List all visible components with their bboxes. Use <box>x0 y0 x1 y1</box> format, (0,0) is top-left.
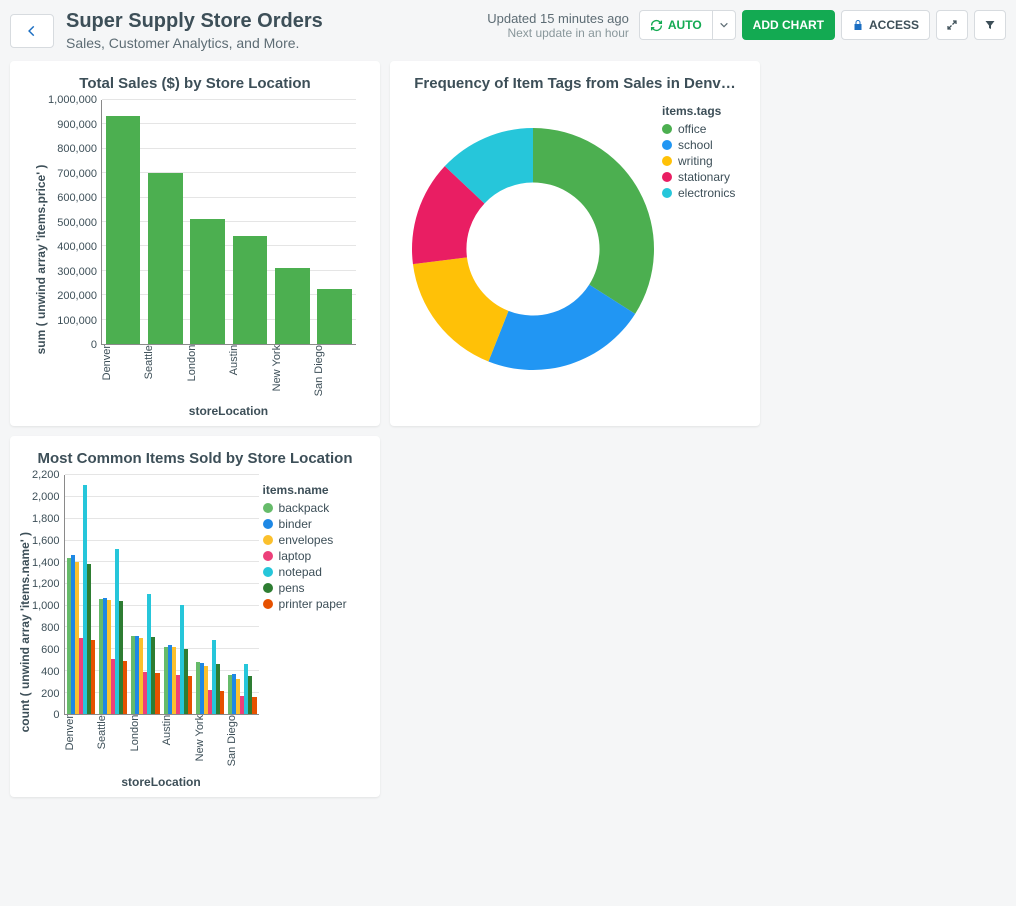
legend-item: envelopes <box>263 533 347 547</box>
bar <box>252 697 256 714</box>
legend-label: notepad <box>279 565 322 579</box>
refresh-icon <box>650 19 663 32</box>
legend-item: notepad <box>263 565 347 579</box>
bar <box>233 236 268 344</box>
auto-label: AUTO <box>668 18 702 32</box>
next-update-label: Next update in an hour <box>487 26 629 40</box>
legend-swatch <box>263 519 273 529</box>
legend-swatch <box>263 551 273 561</box>
donut-chart <box>408 104 658 389</box>
lock-icon <box>852 19 864 31</box>
legend-item: laptop <box>263 549 347 563</box>
expand-icon <box>946 19 958 31</box>
bar <box>148 173 183 345</box>
x-tick: San Diego <box>226 715 259 770</box>
x-tick: New York <box>194 715 227 770</box>
legend-swatch <box>662 188 672 198</box>
legend-title: items.name <box>263 483 347 497</box>
legend-label: envelopes <box>279 533 334 547</box>
y-axis-label: count ( unwind array 'items.name' ) <box>18 475 32 788</box>
legend-swatch <box>263 535 273 545</box>
bar <box>188 676 192 714</box>
chart-title: Most Common Items Sold by Store Location <box>18 450 372 467</box>
chart-card-total-sales[interactable]: Total Sales ($) by Store Location sum ( … <box>10 61 380 426</box>
bar <box>91 640 95 714</box>
page-title: Super Supply Store Orders <box>66 10 475 33</box>
x-tick: Seattle <box>143 345 186 400</box>
chart-card-common-items[interactable]: Most Common Items Sold by Store Location… <box>10 436 380 796</box>
legend-label: binder <box>279 517 312 531</box>
legend-item: electronics <box>662 186 735 200</box>
filter-button[interactable] <box>974 10 1006 40</box>
x-tick: Denver <box>101 345 144 400</box>
bar <box>275 268 310 344</box>
legend-swatch <box>662 140 672 150</box>
legend-label: writing <box>678 154 713 168</box>
legend-item: office <box>662 122 735 136</box>
bar <box>155 673 159 714</box>
auto-refresh-button[interactable]: AUTO <box>639 10 712 40</box>
legend-label: school <box>678 138 713 152</box>
legend-label: electronics <box>678 186 735 200</box>
bar <box>220 691 224 714</box>
x-axis-label: storeLocation <box>64 775 259 789</box>
legend-item: pens <box>263 581 347 595</box>
legend-swatch <box>662 124 672 134</box>
legend-swatch <box>662 156 672 166</box>
filter-icon <box>984 19 996 31</box>
page-subtitle: Sales, Customer Analytics, and More. <box>66 35 475 51</box>
legend-item: printer paper <box>263 597 347 611</box>
chevron-down-icon <box>719 20 729 30</box>
legend-label: backpack <box>279 501 330 515</box>
y-axis-label: sum ( unwind array 'items.price' ) <box>34 100 48 418</box>
legend-swatch <box>662 172 672 182</box>
legend-label: office <box>678 122 706 136</box>
access-label: ACCESS <box>869 18 919 32</box>
auto-refresh-menu-button[interactable] <box>712 10 736 40</box>
bar <box>317 289 352 344</box>
bar <box>123 661 127 714</box>
legend-item: writing <box>662 154 735 168</box>
x-tick: London <box>186 345 229 400</box>
x-tick: Austin <box>161 715 194 770</box>
x-tick: New York <box>271 345 314 400</box>
fullscreen-button[interactable] <box>936 10 968 40</box>
x-tick: Austin <box>228 345 271 400</box>
legend-swatch <box>263 503 273 513</box>
x-tick: San Diego <box>313 345 356 400</box>
donut-slice <box>533 128 654 314</box>
legend-label: printer paper <box>279 597 347 611</box>
legend-item: backpack <box>263 501 347 515</box>
back-button[interactable] <box>10 14 54 48</box>
x-axis-label: storeLocation <box>101 404 356 418</box>
chart-title: Total Sales ($) by Store Location <box>18 75 372 92</box>
legend-swatch <box>263 599 273 609</box>
access-button[interactable]: ACCESS <box>841 10 930 40</box>
legend-title: items.tags <box>662 104 735 118</box>
x-tick: Denver <box>64 715 97 770</box>
legend-item: binder <box>263 517 347 531</box>
donut-slice <box>413 257 509 361</box>
legend-label: stationary <box>678 170 730 184</box>
bar <box>190 219 225 344</box>
chart-card-item-tags[interactable]: Frequency of Item Tags from Sales in Den… <box>390 61 760 426</box>
add-chart-label: ADD CHART <box>753 18 824 32</box>
legend-item: school <box>662 138 735 152</box>
legend-swatch <box>263 583 273 593</box>
chart-title: Frequency of Item Tags from Sales in Den… <box>398 75 752 92</box>
legend-label: pens <box>279 581 305 595</box>
add-chart-button[interactable]: ADD CHART <box>742 10 835 40</box>
x-tick: Seattle <box>96 715 129 770</box>
legend-item: stationary <box>662 170 735 184</box>
updated-label: Updated 15 minutes ago <box>487 11 629 26</box>
legend-swatch <box>263 567 273 577</box>
x-tick: London <box>129 715 162 770</box>
bar <box>106 116 141 344</box>
legend-label: laptop <box>279 549 312 563</box>
